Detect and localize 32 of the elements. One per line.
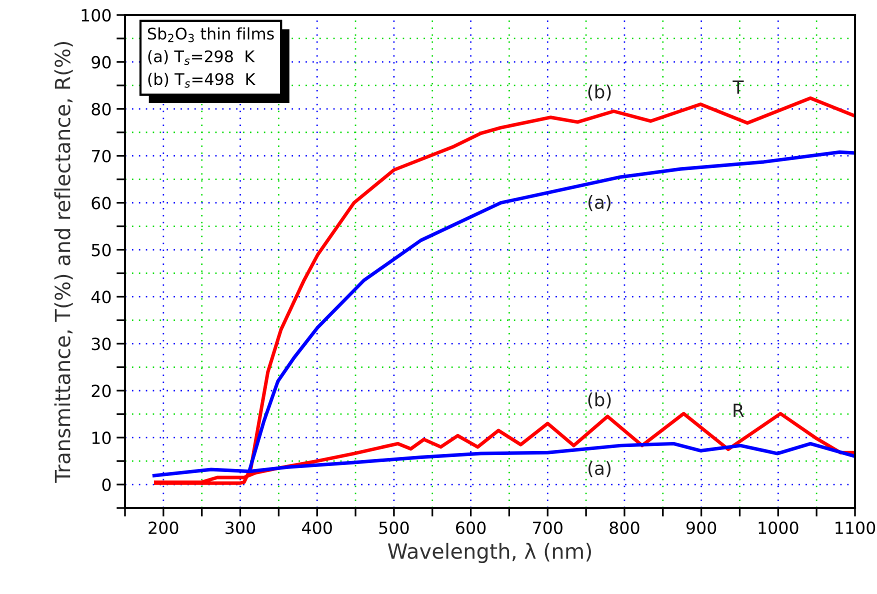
y-tick-label: 0 (102, 478, 111, 492)
series-label: (b) (588, 392, 611, 409)
annotation: R (734, 404, 744, 417)
annotation: (a) T$_{s}$=298 K (148, 50, 255, 65)
annotation: T (732, 80, 744, 94)
series-label: (b) (588, 84, 611, 101)
x-tick-label: 1000 (758, 521, 798, 534)
x-tick-label: 200 (148, 521, 178, 534)
series-label: (a) (588, 195, 611, 212)
series-label: (a) (588, 461, 611, 478)
x-tick-label: 800 (610, 521, 640, 534)
y-tick-label: 80 (92, 102, 111, 116)
x-tick-label: 400 (302, 521, 332, 534)
y-tick-label: 100 (82, 8, 111, 22)
x-tick-label: 900 (686, 521, 716, 534)
y-tick-label: 50 (92, 244, 111, 256)
y-tick-label: 20 (92, 384, 111, 398)
y-tick-label: 30 (92, 338, 111, 350)
y-tick-label: 70 (92, 150, 111, 162)
x-tick-label: 1100 (836, 521, 876, 534)
x-tick-label: 500 (379, 521, 409, 534)
x-tick-label: 700 (533, 521, 562, 534)
x-tick-label: 300 (226, 521, 256, 534)
annotation: (b) T$_{s}$=498 K (148, 72, 256, 88)
y-tick-label: 60 (92, 196, 111, 210)
y-tick-label: 40 (91, 290, 111, 304)
y-tick-label: 10 (92, 432, 111, 444)
x-axis-title: Wavelength, λ (nm) (388, 542, 591, 564)
y-tick-label: 90 (92, 56, 111, 69)
x-tick-label: 600 (456, 521, 486, 534)
annotation: Sb$_{2}$O$_{3}$ thin films (148, 27, 274, 42)
y-axis-title: Transmittance, T(%) and reflectance, R(%) (54, 42, 73, 483)
